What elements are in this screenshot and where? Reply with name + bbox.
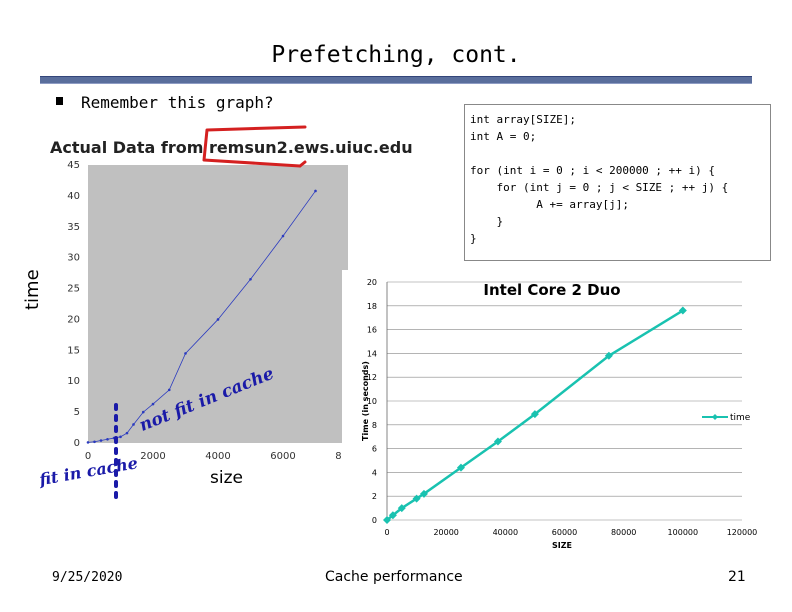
plot-area [88,165,348,443]
y-tick-label: 35 [67,222,80,233]
y-tick-label: 45 [67,160,80,171]
x-tick-label: 2000 [140,451,165,462]
y-tick-label: 10 [367,397,377,406]
series-line [386,309,684,521]
data-point [184,352,187,355]
code-line: } [470,215,504,228]
y-tick-label: 0 [372,516,377,525]
y-tick-label: 25 [67,284,80,295]
bullet-marker-icon [56,97,63,105]
data-point [93,440,96,444]
legend-marker [712,414,718,420]
footer-date: 9/25/2020 [52,570,123,585]
y-tick-label: 6 [372,445,377,454]
x-tick-label: 0 [384,528,389,537]
data-point [119,435,122,439]
y-axis-title: Time (in seconds) [361,361,370,441]
data-point [99,439,103,442]
title-divider [40,76,752,84]
y-tick-label: 10 [67,376,80,387]
footer-center: Cache performance [325,569,463,585]
bullet-text: Remember this graph? [81,93,274,112]
x-tick-label: 60000 [552,528,577,537]
data-point [456,463,465,472]
data-point [112,436,116,440]
y-tick-label: 20 [67,314,80,325]
y-axis-label: time [22,269,43,310]
x-tick-label: 20000 [433,528,458,537]
series-line [87,190,316,443]
code-box: int array[SIZE]; int A = 0; for (int i =… [464,104,771,261]
x-tick-label: 80000 [611,528,636,537]
y-tick-label: 18 [367,302,377,311]
data-point [151,402,155,406]
data-point [493,437,502,446]
data-point [412,494,421,503]
y-tick-label: 12 [367,373,377,382]
x-tick-label: 100000 [668,528,699,537]
data-point [281,234,285,238]
data-point [678,306,687,315]
chart-core2duo: 0 2 4 6 8 10 12 14 16 18 20 0 20000 40000 60000 80000 10… [342,270,757,558]
chart-title: Intel Core 2 Duo [483,281,620,299]
x-axis-label: size [210,468,243,488]
y-tick-label: 5 [74,407,80,418]
code-line: A += array[j]; [470,198,629,211]
data-point [86,441,90,444]
code-line: int A = 0; [470,130,537,143]
data-point [397,504,406,513]
y-tick-label: 20 [367,278,377,287]
y-tick-label: 4 [372,468,377,477]
data-point [604,351,613,360]
x-tick-label: 4000 [205,451,230,462]
y-tick-label: 40 [67,191,80,202]
data-point [388,511,397,520]
footer-page-number: 21 [728,569,746,585]
data-point [419,489,428,498]
code-line: int array[SIZE]; [470,113,576,126]
y-tick-label: 8 [372,421,377,430]
y-tick-label: 30 [67,253,80,264]
data-point [125,431,129,435]
data-point [132,423,135,426]
y-tick-label: 15 [67,345,80,356]
x-tick-label: 6000 [270,451,295,462]
data-point [530,410,539,419]
data-point [314,189,317,193]
code-line: } [470,232,477,245]
data-point [216,318,220,321]
y-tick-label: 14 [367,349,377,358]
data-point [383,516,391,524]
x-tick-label: 0 [85,451,91,462]
code-line: for (int i = 0 ; i < 200000 ; ++ i) { [470,164,716,177]
data-point [141,410,145,414]
data-point [249,277,252,281]
x-tick-label: 40000 [493,528,518,537]
y-tick-label: 16 [367,326,377,335]
code-line: for (int j = 0 ; j < SIZE ; ++ j) { [470,181,729,194]
y-tick-label: 0 [74,438,80,449]
slide-title: Prefetching, cont. [271,42,521,68]
data-point [167,388,171,392]
legend-label: time [730,413,751,423]
x-tick-label: 120000 [727,528,757,537]
data-point [106,437,109,441]
y-tick-label: 2 [372,492,377,501]
x-axis-title: SIZE [552,541,572,550]
